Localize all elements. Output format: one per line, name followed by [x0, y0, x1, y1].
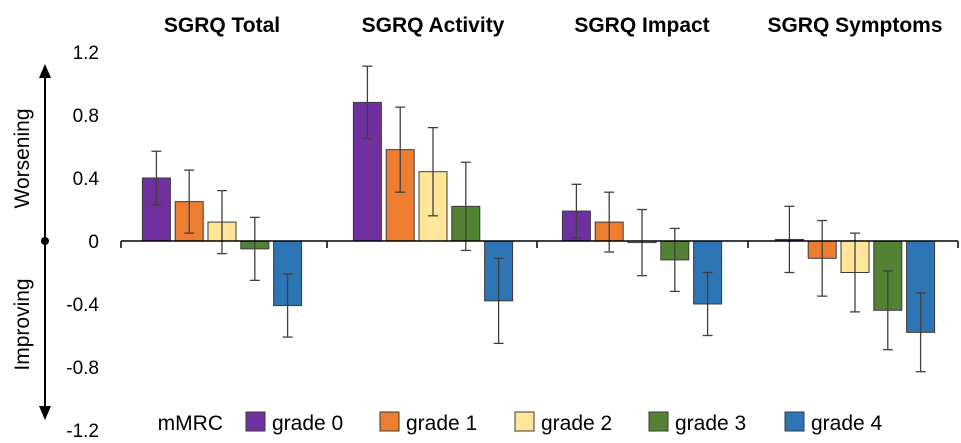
group-title: SGRQ Activity [362, 14, 505, 37]
group-title: SGRQ Total [164, 14, 280, 37]
legend-swatch [514, 411, 535, 432]
y-tick-label: -1.2 [66, 421, 99, 442]
y-tick-label: 1.2 [73, 43, 99, 64]
arrow-up-head [39, 64, 51, 78]
group-title: SGRQ Symptoms [767, 14, 942, 37]
legend-label: grade 3 [675, 412, 746, 435]
worsening-label: Worsening [11, 109, 34, 209]
y-tick-label: 0.4 [73, 169, 100, 190]
arrow-down-head [39, 406, 51, 420]
legend-label: grade 0 [272, 412, 343, 435]
arrow-origin-dot [41, 237, 49, 245]
legend-label: grade 4 [811, 412, 883, 435]
legend-label: grade 1 [406, 412, 477, 435]
legend-label: grade 2 [541, 412, 612, 435]
legend-swatch [784, 411, 805, 432]
group-title: SGRQ Impact [574, 14, 709, 37]
y-tick-label: -0.8 [66, 358, 99, 379]
legend-swatch [379, 411, 400, 432]
y-tick-label: -0.4 [66, 295, 99, 316]
y-tick-label: 0 [88, 232, 99, 253]
legend-swatch [245, 411, 266, 432]
improving-label: Improving [11, 278, 34, 370]
y-tick-label: 0.8 [73, 106, 99, 127]
legend-title: mMRC [158, 412, 223, 435]
legend-swatch [648, 411, 669, 432]
